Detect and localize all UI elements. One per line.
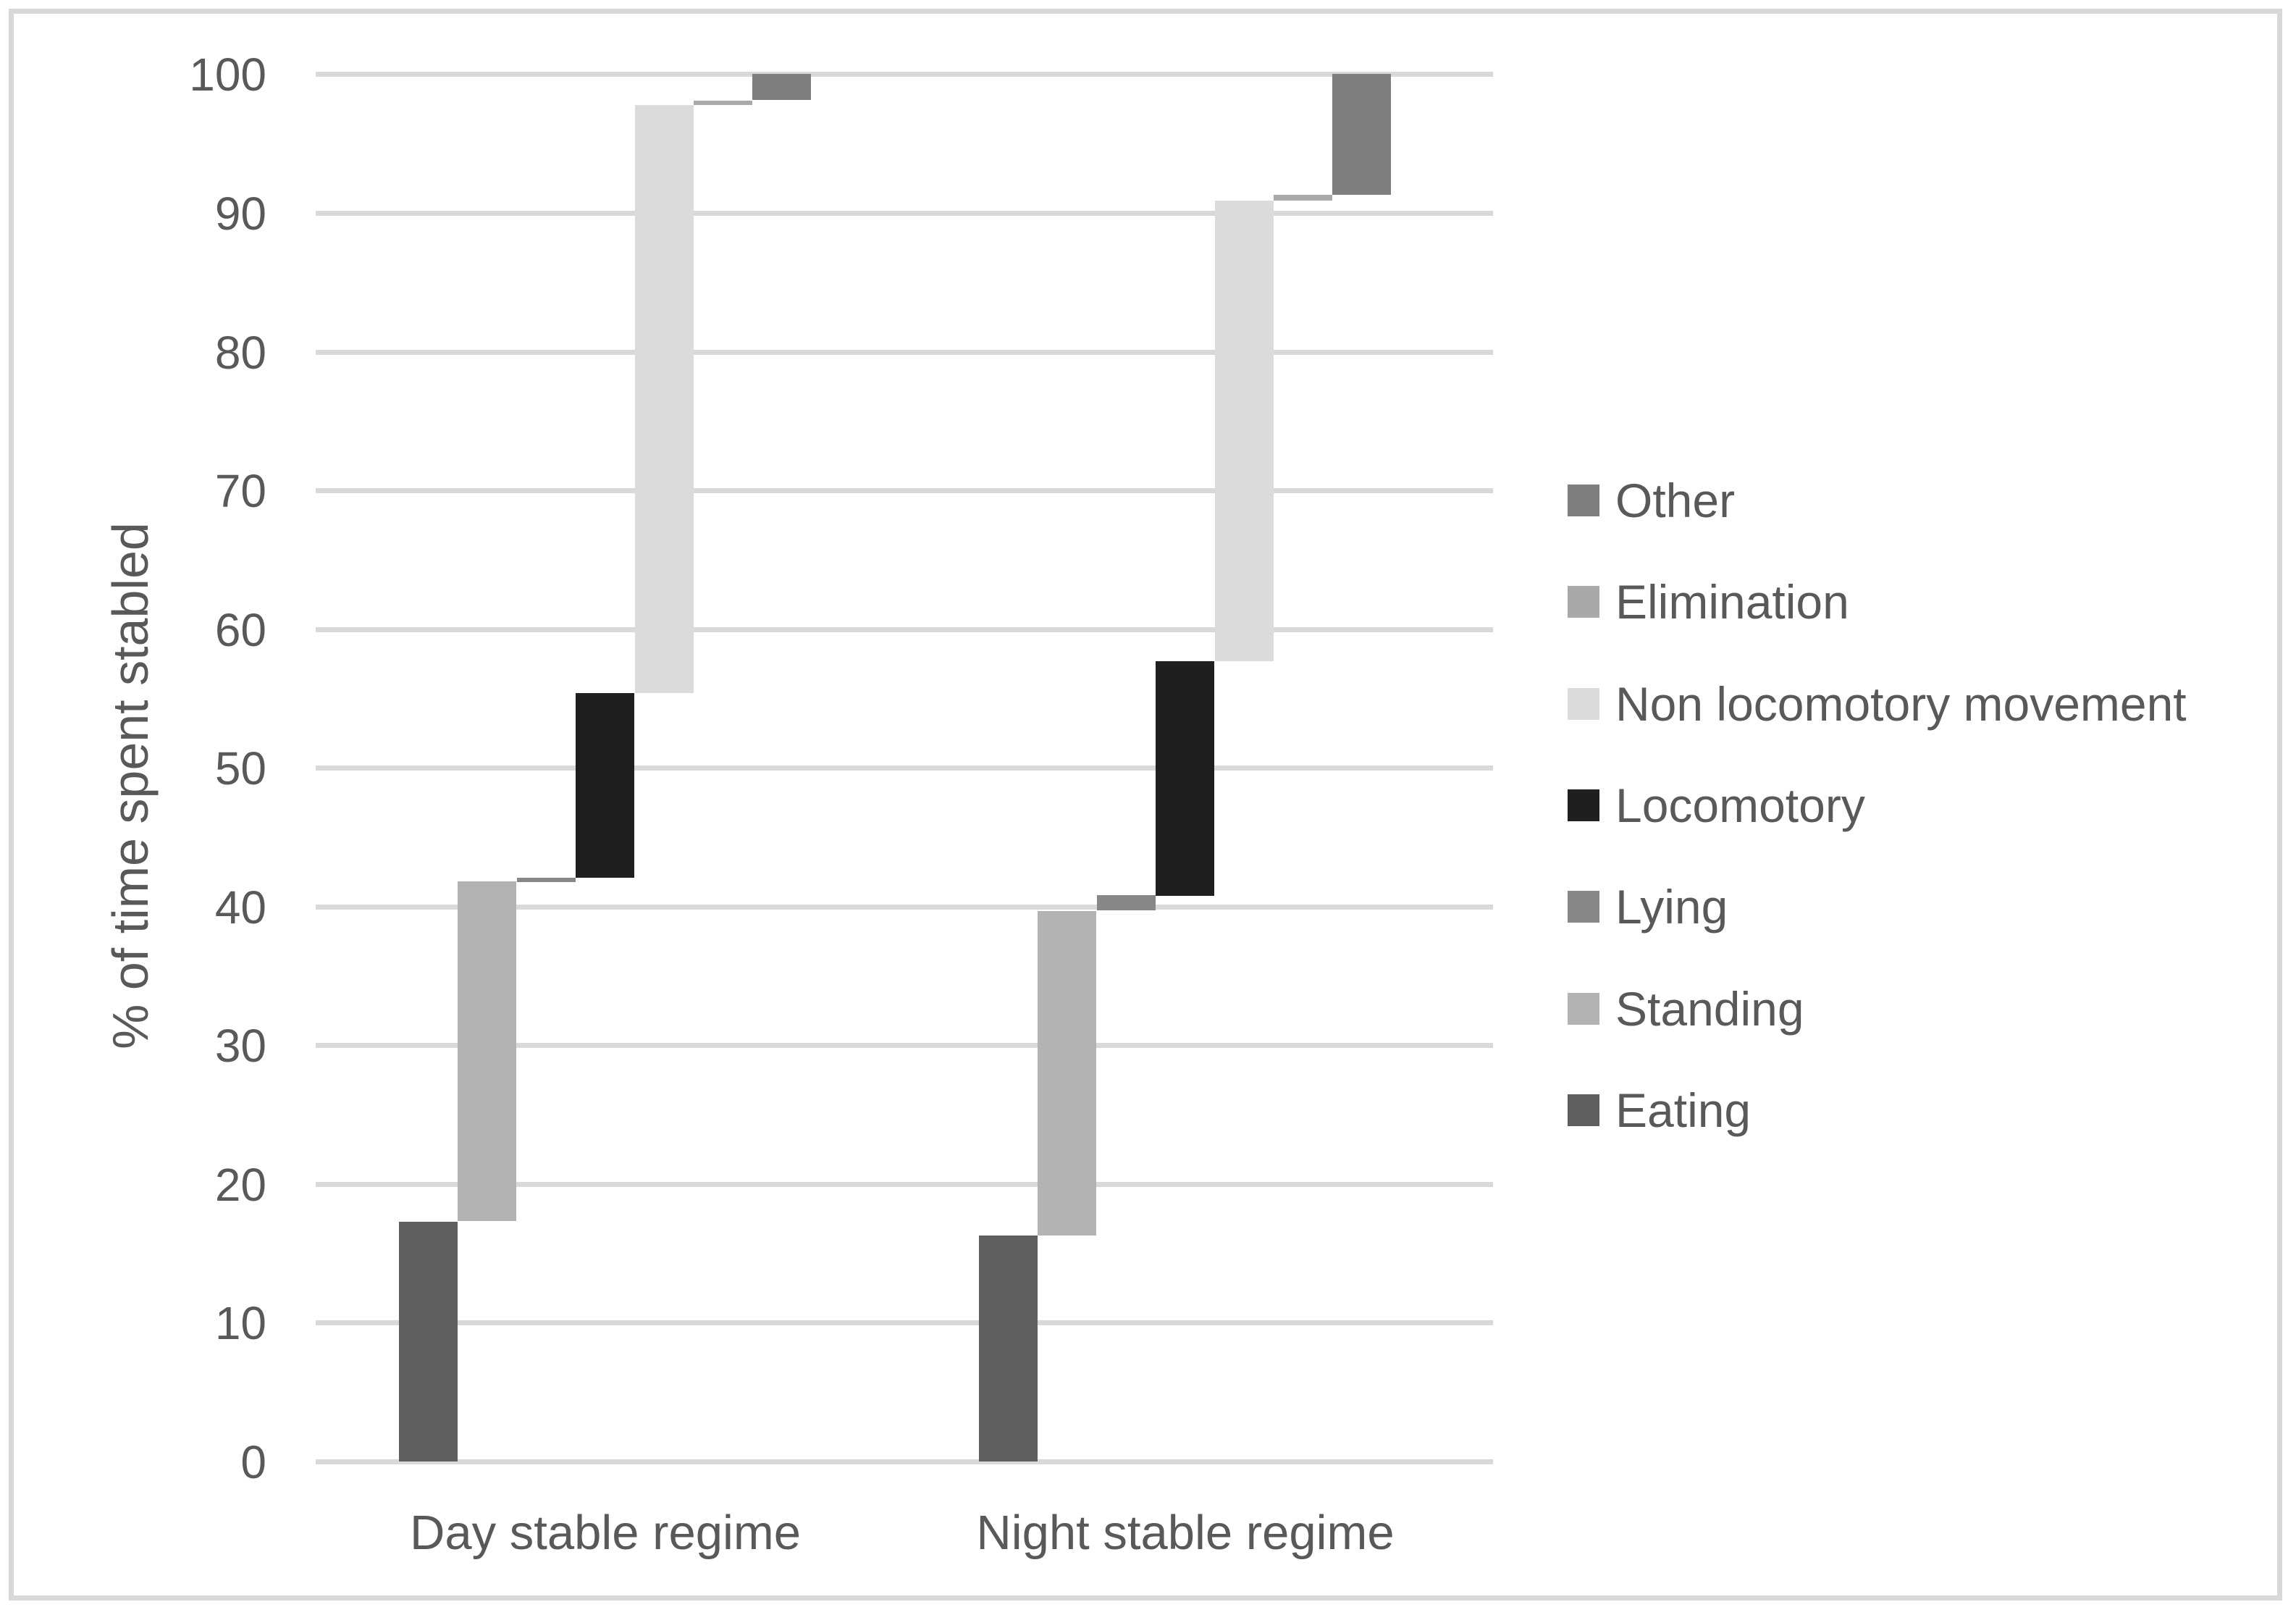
bar-segment-other-night bbox=[1332, 74, 1391, 195]
legend-label: Other bbox=[1615, 474, 1736, 527]
legend-item-lying: Lying bbox=[1568, 881, 1728, 932]
legend-item-standing: Standing bbox=[1568, 983, 1804, 1034]
y-axis-tick-label: 80 bbox=[214, 327, 266, 379]
x-category-label: Night stable regime bbox=[976, 1506, 1395, 1560]
legend-label: Lying bbox=[1615, 880, 1728, 934]
gridline-50 bbox=[316, 765, 1493, 771]
bar-segment-elimination-night bbox=[1274, 195, 1332, 201]
y-axis-tick-label: 90 bbox=[214, 188, 266, 240]
y-axis-tick-label: 40 bbox=[214, 881, 266, 934]
bar-segment-non-locomotory-movement-night bbox=[1215, 201, 1274, 661]
gridline-60 bbox=[316, 627, 1493, 632]
bar-segment-standing-day bbox=[458, 881, 516, 1221]
chart-border-frame bbox=[9, 9, 2282, 1601]
gridline-20 bbox=[316, 1182, 1493, 1187]
legend-item-elimination: Elimination bbox=[1568, 576, 1849, 627]
bar-segment-standing-night bbox=[1038, 911, 1096, 1236]
legend-label: Elimination bbox=[1615, 575, 1849, 629]
y-axis-tick-label: 20 bbox=[214, 1159, 266, 1211]
legend-item-non-locomotory-movement: Non locomotory movement bbox=[1568, 679, 2187, 729]
y-axis-tick-label: 50 bbox=[214, 742, 266, 794]
gridline-40 bbox=[316, 905, 1493, 910]
legend-item-eating: Eating bbox=[1568, 1085, 1751, 1136]
y-axis-tick-label: 60 bbox=[214, 604, 266, 656]
gridline-10 bbox=[316, 1320, 1493, 1325]
bar-segment-elimination-day bbox=[694, 101, 752, 105]
legend-color-swatch-icon bbox=[1568, 993, 1599, 1025]
bar-segment-locomotory-day bbox=[576, 693, 634, 878]
y-axis-tick-label: 30 bbox=[214, 1020, 266, 1072]
bar-segment-locomotory-night bbox=[1156, 661, 1214, 896]
gridline-70 bbox=[316, 488, 1493, 493]
legend-label: Standing bbox=[1615, 982, 1804, 1036]
gridline-100 bbox=[316, 72, 1493, 77]
bar-segment-eating-night bbox=[979, 1236, 1038, 1461]
legend-item-other: Other bbox=[1568, 475, 1735, 526]
bar-segment-other-day bbox=[752, 74, 811, 100]
bar-segment-non-locomotory-movement-day bbox=[635, 105, 694, 693]
y-axis-tick-label: 0 bbox=[240, 1436, 266, 1488]
y-axis-tick-label: 70 bbox=[214, 465, 266, 517]
legend-color-swatch-icon bbox=[1568, 484, 1599, 516]
legend-color-swatch-icon bbox=[1568, 789, 1599, 821]
bar-segment-eating-day bbox=[399, 1222, 458, 1461]
legend-label: Non locomotory movement bbox=[1615, 677, 2187, 731]
legend-label: Eating bbox=[1615, 1083, 1752, 1137]
legend-color-swatch-icon bbox=[1568, 688, 1599, 720]
x-category-label: Day stable regime bbox=[410, 1506, 801, 1560]
legend-color-swatch-icon bbox=[1568, 891, 1599, 923]
bar-segment-lying-day bbox=[517, 878, 576, 882]
legend-color-swatch-icon bbox=[1568, 1094, 1599, 1126]
legend-item-locomotory: Locomotory bbox=[1568, 780, 1865, 831]
gridline-30 bbox=[316, 1043, 1493, 1048]
legend-label: Locomotory bbox=[1615, 779, 1865, 832]
y-axis-tick-label: 10 bbox=[214, 1297, 266, 1349]
gridline-90 bbox=[316, 211, 1493, 216]
gridline-80 bbox=[316, 350, 1493, 355]
bar-segment-lying-night bbox=[1097, 895, 1156, 910]
y-axis-tick-label: 100 bbox=[189, 49, 266, 101]
legend-color-swatch-icon bbox=[1568, 586, 1599, 618]
gridline-0 bbox=[316, 1459, 1493, 1464]
